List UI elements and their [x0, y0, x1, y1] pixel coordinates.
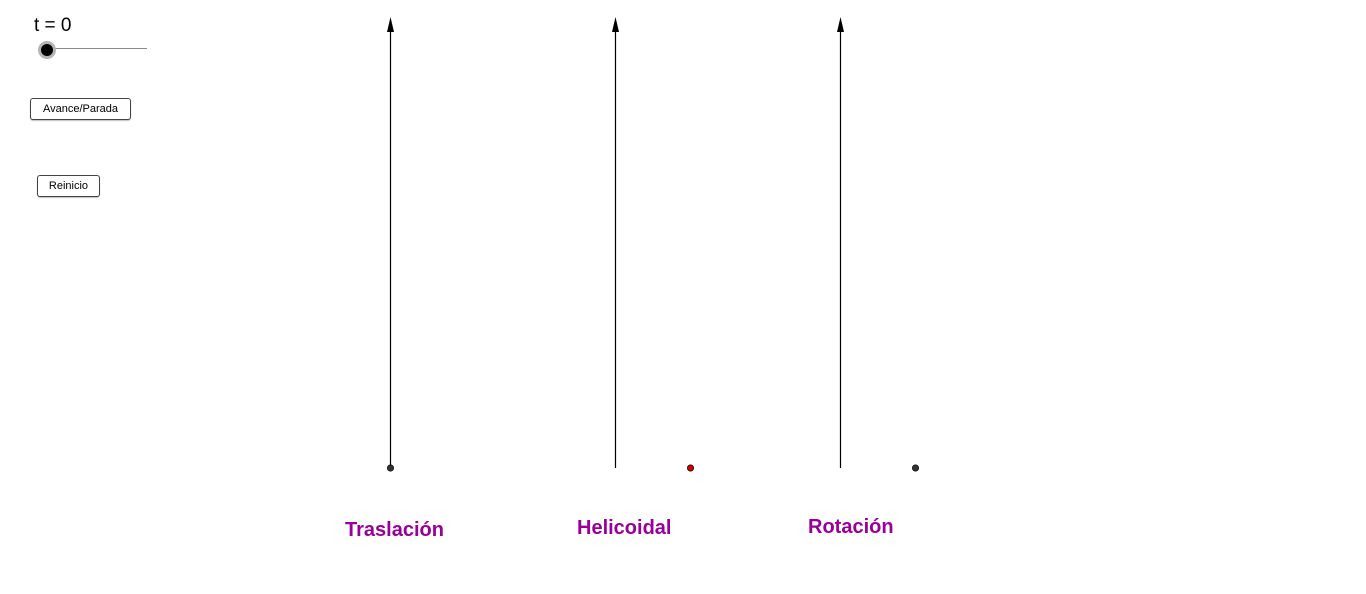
translation-label: Traslación [345, 519, 444, 541]
time-slider-knob[interactable] [38, 41, 56, 59]
helical-label: Helicoidal [577, 517, 671, 539]
rotation-point[interactable] [911, 464, 919, 472]
slider-label: t = 0 [34, 15, 72, 36]
reset-button[interactable]: Reinicio [37, 175, 100, 197]
helical-point[interactable] [686, 464, 694, 472]
translation-point[interactable] [386, 464, 394, 472]
translation-axis-arrowhead [387, 17, 394, 32]
translation-group: Traslación [345, 17, 444, 541]
helical-group: Helicoidal [577, 17, 694, 539]
rotation-label: Rotación [808, 516, 894, 538]
time-slider-track[interactable] [46, 48, 147, 49]
helical-axis-arrowhead [612, 17, 619, 32]
play-pause-button[interactable]: Avance/Parada [30, 98, 131, 120]
rotation-axis-arrowhead [837, 17, 844, 32]
rotation-group: Rotación [808, 17, 919, 538]
